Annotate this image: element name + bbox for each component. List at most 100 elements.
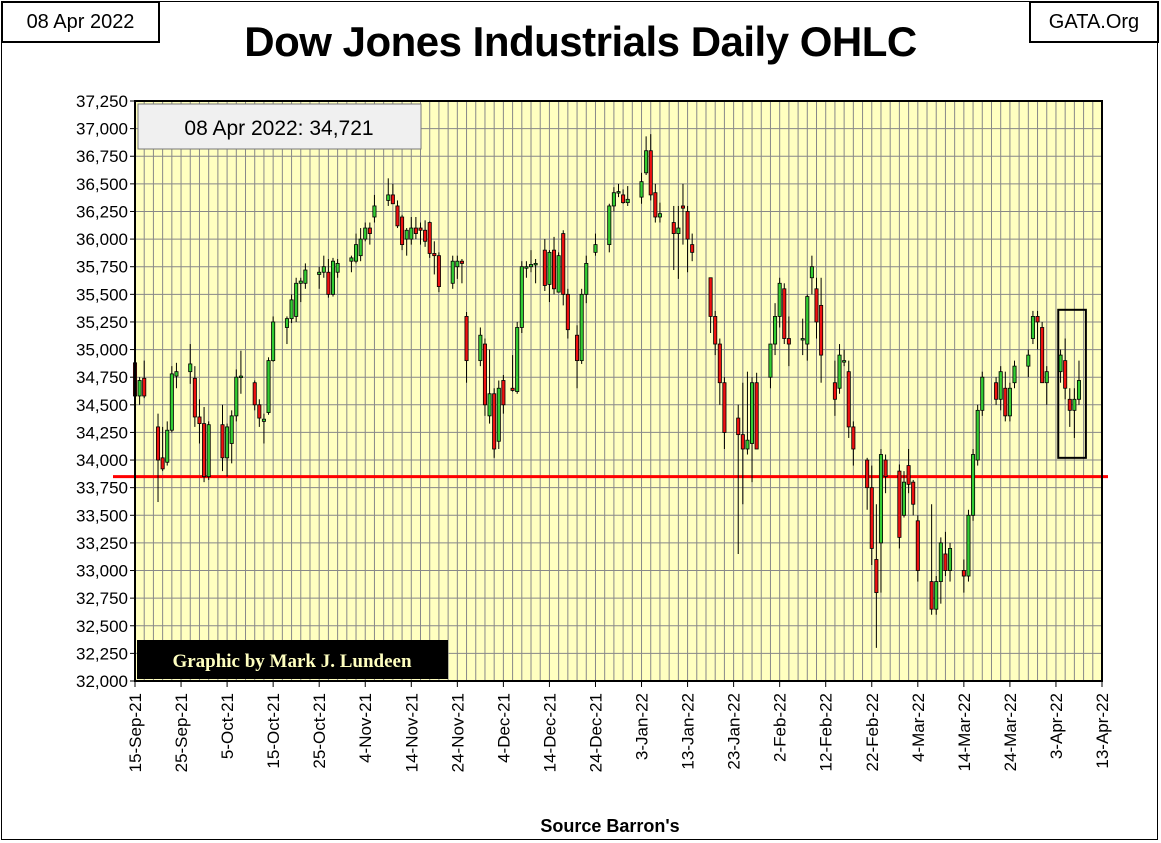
candle-up	[644, 150, 649, 174]
candle-up	[225, 426, 230, 459]
y-tick-label: 36,750	[76, 147, 128, 166]
x-axis-ticks: 15-Sep-21 25-Sep-21 5-Oct-21 15-Oct-21 25-Oc…	[126, 681, 1112, 772]
candle-down	[367, 227, 372, 234]
candle-up	[768, 343, 773, 378]
candle-down	[653, 192, 658, 218]
candle-down	[395, 205, 400, 227]
candle-up	[271, 321, 276, 362]
candle-up	[966, 514, 971, 577]
y-tick-label: 33,250	[76, 534, 128, 553]
candle-down	[413, 227, 418, 234]
candle-up	[1012, 365, 1017, 384]
candle-up	[878, 454, 883, 544]
candle-down	[754, 382, 759, 450]
x-tick-label: 14-Mar-22	[955, 693, 974, 771]
candle-up	[593, 244, 598, 253]
y-tick-label: 35,500	[76, 285, 128, 304]
candle-down	[257, 404, 262, 419]
candle-down	[459, 260, 464, 264]
candle-up	[938, 542, 943, 582]
candle-up	[800, 338, 805, 341]
candle-down	[621, 194, 626, 204]
candle-down	[685, 211, 690, 240]
candle-up	[1072, 398, 1077, 411]
candle-up	[169, 373, 174, 431]
candle-up	[901, 481, 907, 516]
candle-up	[496, 387, 501, 442]
candles-group	[132, 134, 1081, 648]
candle-up	[321, 266, 326, 273]
candle-down	[911, 481, 916, 505]
candle-up	[745, 439, 750, 450]
y-tick-label: 34,500	[76, 396, 128, 415]
y-tick-label: 32,250	[76, 644, 128, 663]
x-tick-label: 25-Oct-21	[310, 693, 329, 769]
candle-up	[358, 238, 363, 257]
x-axis-label: Source Barron's	[540, 816, 680, 836]
plot-border	[134, 100, 1103, 682]
candle-down	[722, 382, 727, 433]
candle-up	[1007, 387, 1012, 417]
candle-down	[713, 316, 718, 345]
candle-down	[510, 387, 515, 391]
y-tick-label: 34,750	[76, 368, 128, 387]
candle-down	[552, 249, 557, 290]
candle-down	[202, 423, 207, 478]
candle-up	[805, 296, 810, 345]
candle-down	[492, 393, 497, 450]
candle-up	[372, 205, 377, 218]
x-tick-label: 24-Nov-21	[448, 693, 467, 772]
candle-down	[252, 382, 257, 406]
candle-up	[487, 393, 492, 417]
candle-down	[717, 343, 722, 384]
candle-down	[846, 371, 851, 428]
candle-up	[478, 334, 483, 362]
candle-down	[874, 559, 879, 594]
candle-up	[837, 354, 842, 389]
candle-down	[565, 293, 570, 331]
candle-up	[298, 280, 303, 284]
candle-up	[330, 260, 336, 295]
candle-down	[943, 553, 948, 571]
candle-down	[851, 426, 856, 450]
candle-down	[1063, 360, 1068, 389]
candle-down	[1040, 327, 1045, 384]
candle-up	[980, 376, 985, 411]
candle-down	[192, 377, 197, 418]
candle-down	[814, 288, 819, 323]
x-tick-label: 3-Jan-22	[633, 693, 652, 760]
candle-up	[750, 382, 755, 444]
y-tick-label: 34,250	[76, 423, 128, 442]
candle-up	[584, 262, 589, 295]
candle-up	[809, 266, 814, 279]
candle-up	[294, 282, 299, 317]
candle-down	[575, 334, 580, 362]
candle-down	[786, 338, 791, 345]
date-box: 08 Apr 2022	[1, 1, 160, 43]
x-tick-label: 4-Dec-21	[494, 693, 513, 763]
x-tick-label: 22-Feb-22	[863, 693, 882, 771]
candle-up	[1026, 354, 1031, 367]
x-tick-label: 13-Jan-22	[679, 693, 698, 770]
candle-up	[777, 282, 782, 317]
candle-up	[528, 264, 534, 268]
candle-up	[975, 409, 980, 461]
candle-down	[197, 416, 202, 424]
candle-up	[266, 360, 271, 413]
candle-down	[680, 205, 685, 209]
candle-up	[773, 316, 778, 345]
candle-down	[1035, 316, 1040, 323]
y-tick-label: 37,250	[76, 92, 128, 111]
candle-down	[427, 222, 432, 254]
candle-down	[464, 316, 469, 362]
candle-down	[501, 380, 506, 406]
candle-down	[736, 417, 741, 436]
candle-down	[708, 277, 713, 317]
candle-up	[547, 251, 552, 285]
y-tick-label: 33,500	[76, 506, 128, 525]
price-annotation-text: 08 Apr 2022: 34,721	[184, 117, 373, 140]
x-tick-label: 25-Sep-21	[172, 693, 191, 772]
candle-down	[1067, 398, 1072, 411]
candle-up	[515, 327, 520, 392]
